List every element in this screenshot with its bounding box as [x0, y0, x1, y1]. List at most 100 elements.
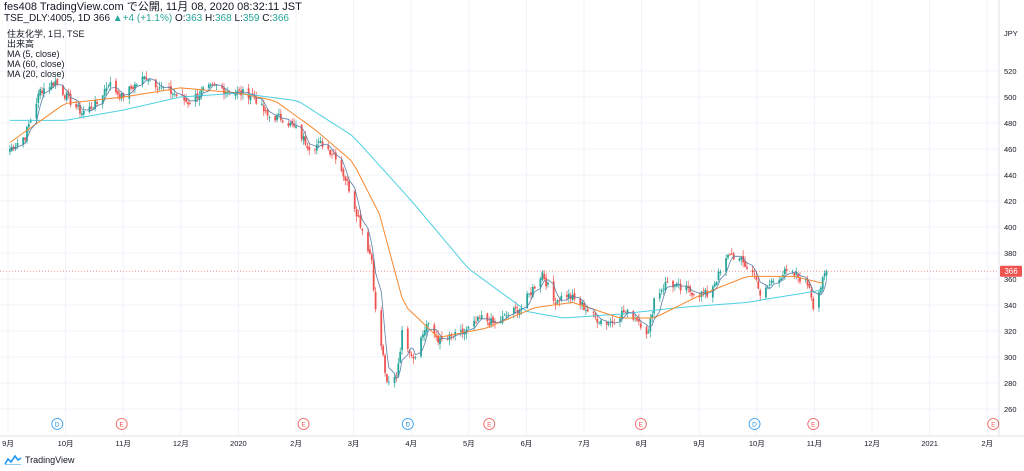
publish-line: fes408 TradingView.com で公開, 11月 08, 2020…	[4, 1, 302, 13]
dividend-marker[interactable]: D	[401, 418, 414, 430]
legend-symbol[interactable]: 住友化学, 1日, TSE	[7, 29, 85, 39]
candle	[465, 326, 468, 340]
candle	[50, 80, 53, 91]
candle	[480, 310, 483, 320]
x-tick-label: 10月	[58, 439, 74, 448]
x-tick-label: 12月	[864, 439, 880, 448]
candle	[329, 148, 332, 157]
candle	[727, 253, 729, 260]
candle	[427, 322, 430, 328]
candle	[69, 89, 72, 108]
candle	[711, 285, 714, 303]
candle	[279, 109, 282, 123]
candle	[677, 278, 680, 289]
legend-ma60[interactable]: MA (60, close)	[7, 59, 65, 69]
candle	[433, 322, 436, 339]
candle	[185, 93, 188, 104]
candle	[639, 320, 642, 331]
candle	[501, 310, 504, 325]
legend-volume[interactable]: 出来高	[7, 39, 35, 49]
candle	[399, 347, 402, 364]
x-tick-label: 9月	[693, 439, 705, 448]
candle	[638, 313, 640, 326]
candle	[719, 269, 722, 276]
candle	[728, 253, 731, 256]
publisher[interactable]: fes408	[4, 1, 38, 13]
candle	[331, 149, 333, 159]
candle	[738, 257, 741, 263]
candle	[713, 280, 716, 288]
earnings-marker[interactable]: E	[115, 418, 128, 430]
x-tick-label: 4月	[405, 439, 417, 448]
publish-date: で公開, 11月 08, 2020 08:32:11 JST	[126, 1, 302, 13]
earnings-marker[interactable]: E	[807, 418, 820, 430]
candle	[367, 229, 369, 254]
earnings-marker[interactable]: E	[634, 418, 647, 430]
site-name: TradingView.com	[39, 1, 124, 13]
candle	[35, 98, 38, 124]
x-tick-label: 2020	[230, 439, 247, 448]
y-axis: 260 280 300 320 340 360 380 400 420 440 460 480 500 5…	[1004, 67, 1017, 414]
candle	[198, 90, 201, 106]
candle	[276, 113, 278, 123]
candle	[393, 373, 396, 388]
candles	[8, 71, 828, 388]
candle	[278, 108, 280, 119]
candle	[289, 121, 292, 128]
candle	[56, 78, 59, 87]
candle	[368, 244, 371, 255]
y-tick-label: 460	[1004, 145, 1017, 154]
grid	[0, 0, 999, 436]
candle	[414, 355, 417, 360]
candle	[569, 292, 572, 304]
candle	[797, 273, 800, 283]
indicator-legend: 住友化学, 1日, TSE 出来高 MA (5, close) MA (60, …	[7, 29, 85, 79]
candle	[685, 280, 688, 294]
symbol-line: TSE_DLY:4005, 1D 366 ▲+4 (+1.1%) O:363 H…	[4, 13, 289, 25]
candle	[778, 276, 781, 288]
open-value: 363	[185, 13, 203, 24]
y-tick-label: 420	[1004, 197, 1017, 206]
footer-brand[interactable]: TradingView	[25, 455, 75, 465]
earnings-marker[interactable]: E	[987, 418, 1000, 430]
candle	[255, 91, 258, 105]
candle	[423, 326, 426, 342]
svg-text:E: E	[991, 422, 996, 429]
legend-ma20[interactable]: MA (20, close)	[7, 69, 65, 79]
price-axis-bg[interactable]	[999, 0, 1024, 436]
dividend-marker[interactable]: D	[51, 418, 64, 430]
x-tick-label: 6月	[521, 439, 533, 448]
candle	[223, 82, 225, 100]
y-tick-label: 360	[1004, 275, 1017, 284]
legend-ma5[interactable]: MA (5, close)	[7, 49, 60, 59]
candle	[503, 313, 506, 317]
candle	[353, 189, 356, 213]
svg-text:E: E	[120, 422, 125, 429]
candle	[463, 328, 466, 341]
candle	[679, 279, 682, 295]
y-tick-label: 260	[1004, 405, 1017, 414]
change-arrow-icon: ▲	[112, 13, 123, 24]
candle	[22, 136, 25, 148]
candle	[77, 102, 80, 111]
candle	[552, 275, 555, 305]
candle	[636, 316, 638, 323]
candle	[698, 292, 701, 302]
candle	[370, 252, 373, 265]
last-price-tag: 366	[1004, 267, 1018, 276]
candle	[115, 78, 117, 95]
candle	[554, 297, 557, 310]
candle	[689, 284, 692, 297]
candle	[215, 84, 218, 90]
dividend-marker[interactable]: D	[748, 418, 761, 430]
earnings-marker[interactable]: E	[297, 418, 310, 430]
earnings-marker[interactable]: E	[483, 418, 496, 430]
candle	[439, 336, 441, 350]
candle	[287, 120, 290, 129]
candle	[103, 84, 106, 101]
svg-text:E: E	[487, 422, 492, 429]
y-tick-label: 500	[1004, 93, 1017, 102]
candle	[202, 85, 205, 93]
